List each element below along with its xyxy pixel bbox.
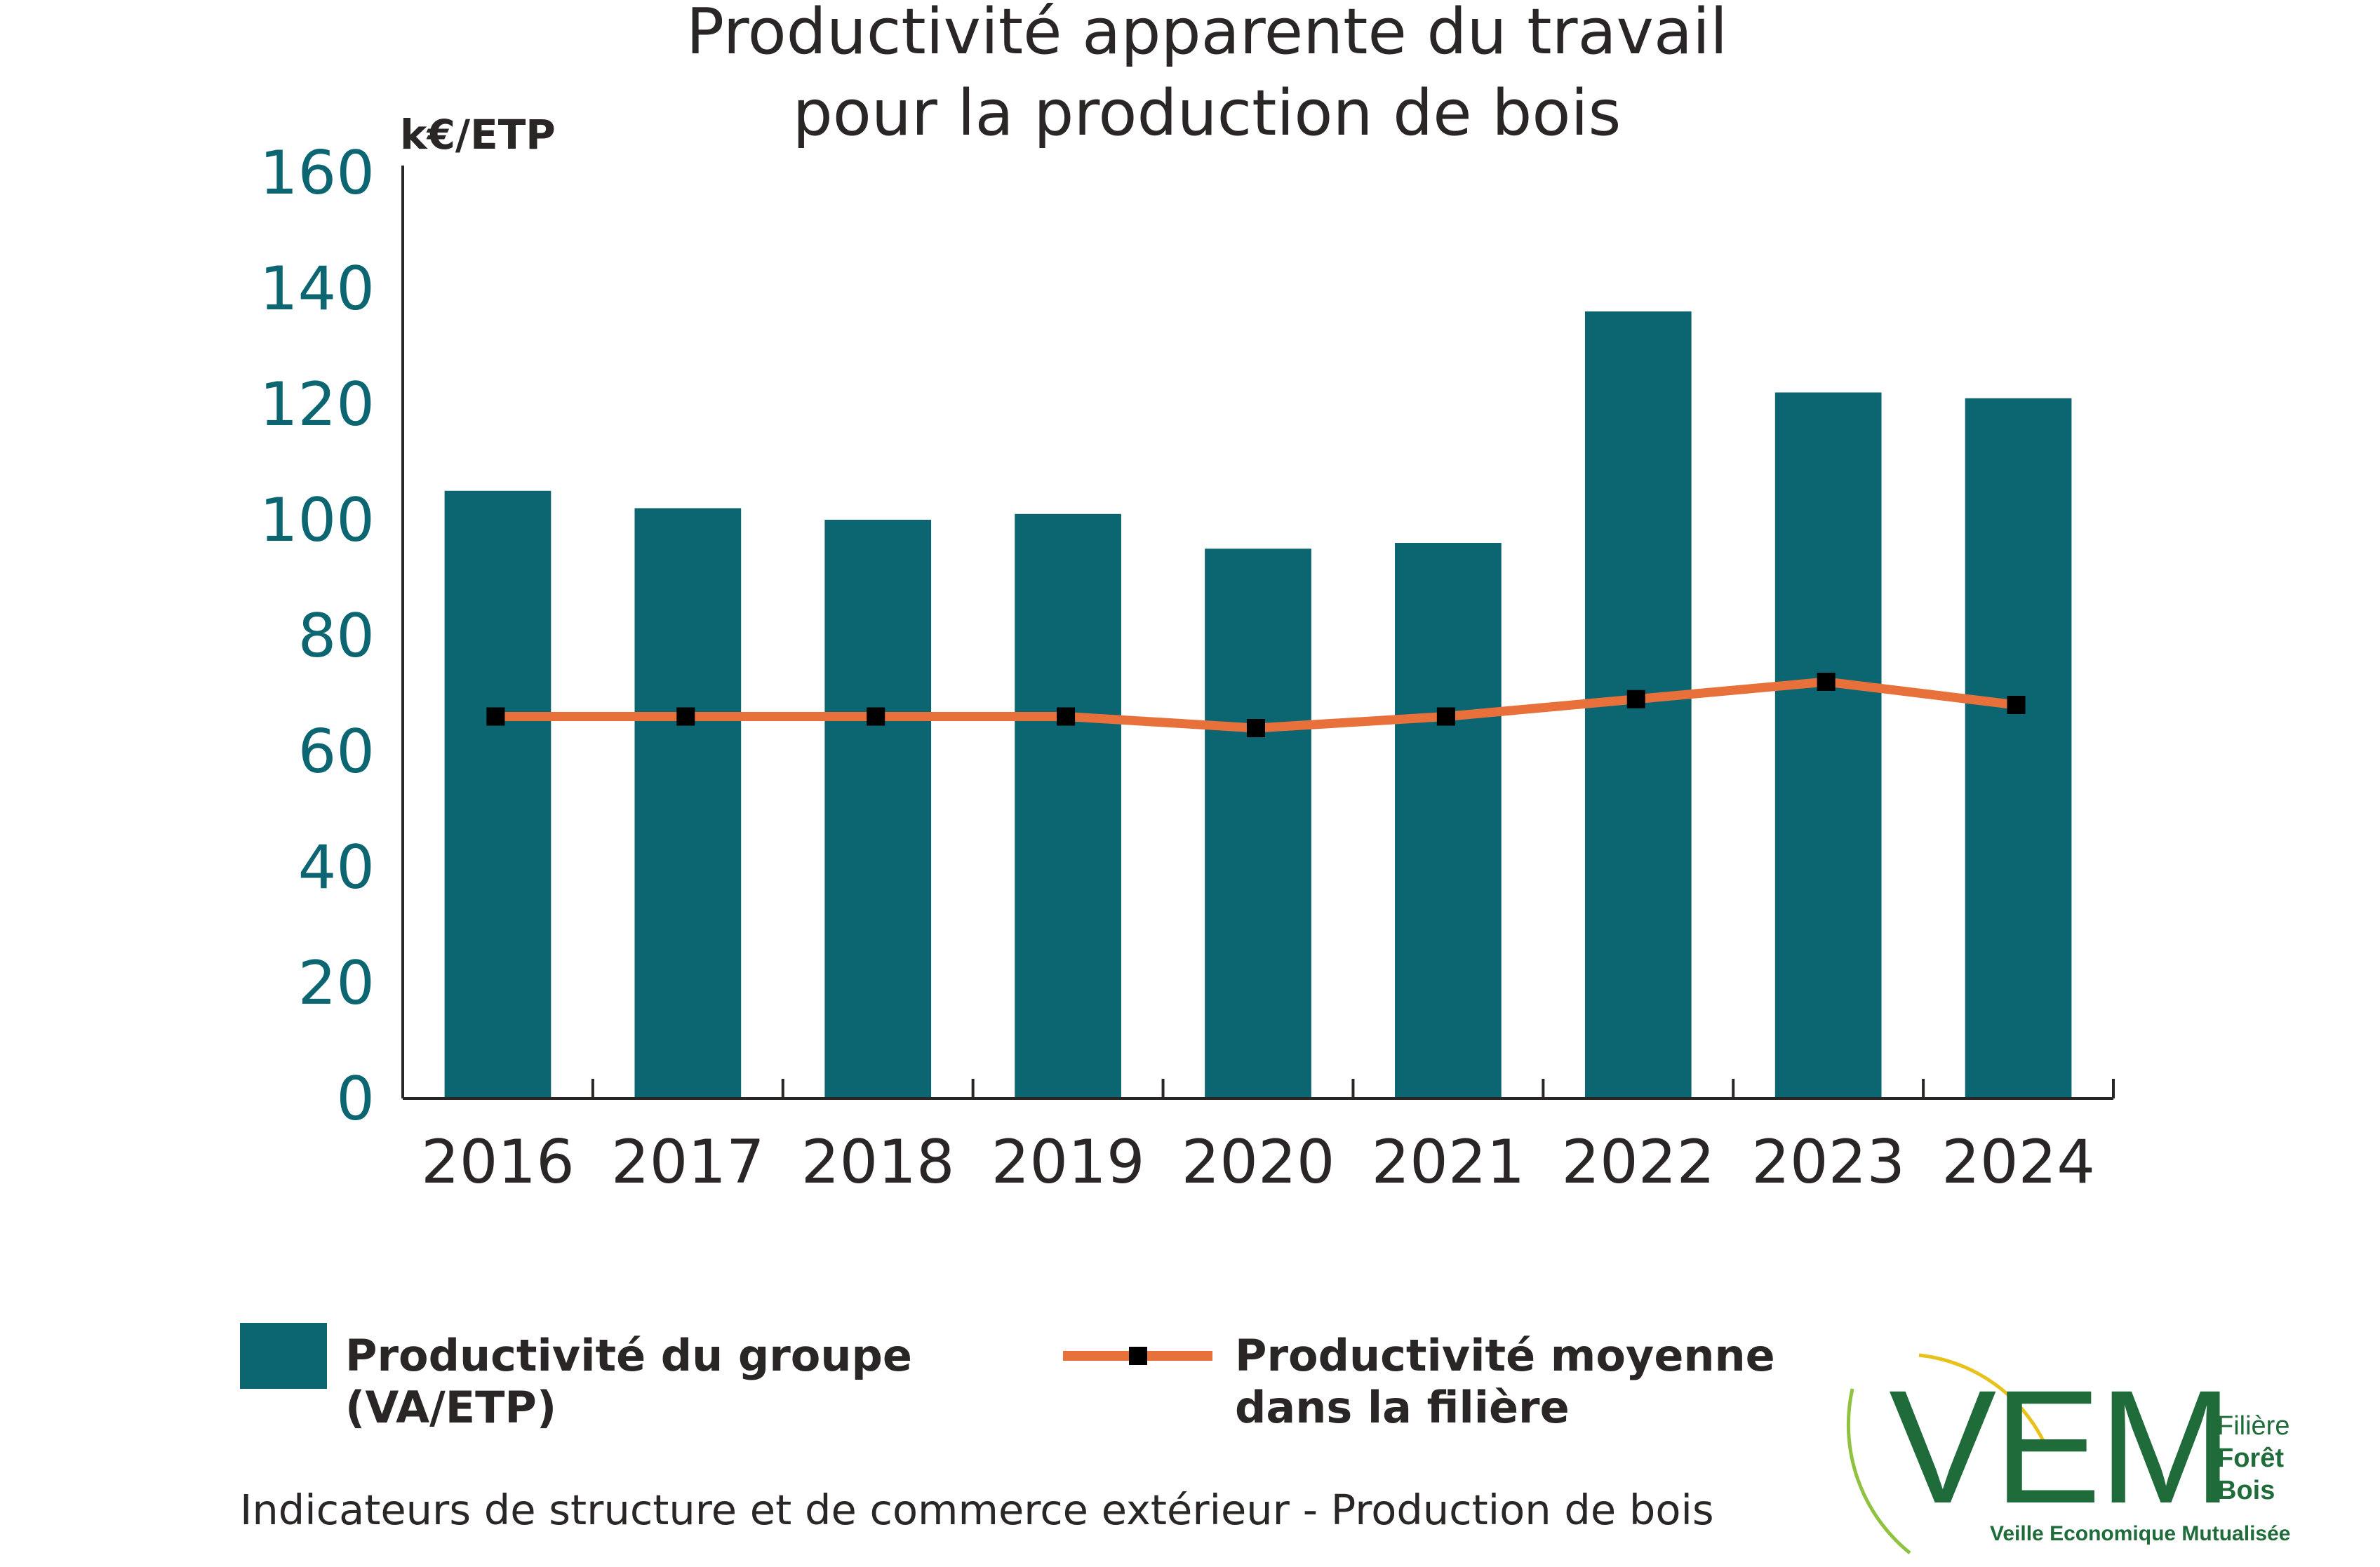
chart-title: Productivité apparente du travail pour l… bbox=[686, 0, 1727, 150]
bar-2018 bbox=[824, 520, 932, 1098]
y-tick-label-60: 60 bbox=[298, 717, 375, 787]
bar-2016 bbox=[444, 490, 551, 1098]
legend-line-label: Productivité moyenne dans la filière bbox=[1235, 1330, 1775, 1434]
logo-line-2: Forêt bbox=[2217, 1444, 2284, 1473]
legend-bar-label-line-1: Productivité du groupe bbox=[345, 1330, 912, 1381]
x-tick-label-2022: 2022 bbox=[1561, 1127, 1715, 1197]
logo-arc-green bbox=[1846, 1388, 1911, 1554]
line-point-2017 bbox=[676, 707, 695, 726]
bar-2020 bbox=[1205, 549, 1311, 1098]
line-point-2016 bbox=[486, 707, 505, 726]
bar-2017 bbox=[634, 508, 742, 1098]
x-tick-label-2018: 2018 bbox=[801, 1127, 955, 1197]
y-tick-label-0: 0 bbox=[336, 1064, 375, 1134]
bar-2024 bbox=[1965, 398, 2072, 1098]
bar-2019 bbox=[1015, 513, 1121, 1098]
x-tick-labels: 2016 2017 2018 2019 2020 2021 2022 2023 2024 bbox=[421, 1127, 2095, 1197]
y-tick-label-120: 120 bbox=[260, 370, 375, 440]
x-tick-label-2024: 2024 bbox=[1941, 1127, 2095, 1197]
y-tick-label-160: 160 bbox=[260, 138, 375, 208]
line-point-2021 bbox=[1436, 707, 1455, 726]
y-tick-label-20: 20 bbox=[298, 948, 375, 1018]
legend-bar-label-line-2: (VA/ETP) bbox=[345, 1382, 557, 1433]
legend-line-label-line-1: Productivité moyenne bbox=[1235, 1330, 1775, 1381]
chart-title-line-1: Productivité apparente du travail bbox=[686, 0, 1727, 69]
logo-line-3: Bois bbox=[2217, 1476, 2275, 1505]
legend-bar-label: Productivité du groupe (VA/ETP) bbox=[345, 1330, 912, 1434]
logo-arc-yellow bbox=[1918, 1353, 2047, 1446]
logo-letters: VEM bbox=[1889, 1357, 2233, 1537]
legend-bar-swatch bbox=[240, 1323, 327, 1389]
logo-tagline: Veille Economique Mutualisée bbox=[1990, 1522, 2291, 1545]
line-point-2024 bbox=[2007, 696, 2026, 714]
x-tick-label-2021: 2021 bbox=[1371, 1127, 1525, 1197]
legend-line-label-line-2: dans la filière bbox=[1235, 1382, 1570, 1433]
source-note: Indicateurs de structure et de commerce … bbox=[240, 1486, 1714, 1534]
x-tick-label-2023: 2023 bbox=[1751, 1127, 1905, 1197]
y-tick-label-80: 80 bbox=[298, 601, 375, 671]
y-tick-label-40: 40 bbox=[298, 833, 375, 903]
chart-title-line-2: pour la production de bois bbox=[793, 76, 1622, 150]
y-tick-label-100: 100 bbox=[260, 485, 375, 556]
vem-logo bbox=[1846, 1353, 2047, 1554]
y-tick-labels: 0 20 40 60 80 100 120 140 160 bbox=[260, 138, 375, 1134]
line-point-2020 bbox=[1246, 719, 1265, 737]
bar-2021 bbox=[1395, 543, 1502, 1098]
line-point-2023 bbox=[1817, 673, 1836, 691]
line-point-2018 bbox=[867, 707, 885, 726]
line-series bbox=[486, 673, 2026, 737]
logo-line-1: Filière bbox=[2217, 1411, 2290, 1441]
y-axis-unit-label: k€/ETP bbox=[400, 111, 556, 159]
x-tick-label-2017: 2017 bbox=[611, 1127, 765, 1197]
axes bbox=[401, 166, 2115, 1100]
x-tick-label-2016: 2016 bbox=[421, 1127, 575, 1197]
line-point-2019 bbox=[1057, 707, 1076, 726]
legend-line-marker bbox=[1129, 1347, 1147, 1365]
x-tick-label-2020: 2020 bbox=[1182, 1127, 1335, 1197]
bar-series bbox=[444, 311, 2072, 1098]
bar-2023 bbox=[1774, 392, 1882, 1098]
line-point-2022 bbox=[1626, 690, 1645, 708]
y-tick-label-140: 140 bbox=[260, 254, 375, 324]
x-tick-label-2019: 2019 bbox=[991, 1127, 1145, 1197]
